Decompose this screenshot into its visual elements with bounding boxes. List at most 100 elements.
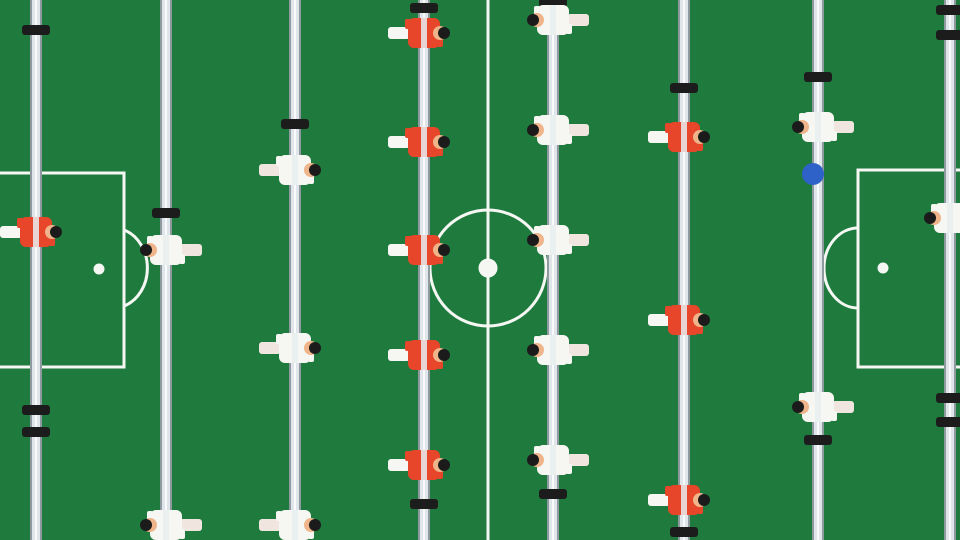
foosball-player[interactable] — [792, 392, 854, 422]
foosball-player[interactable] — [648, 305, 710, 335]
player-arm — [566, 244, 572, 254]
player-legs — [388, 459, 410, 471]
rod-through-player — [550, 445, 556, 475]
rod-highlight — [683, 0, 685, 540]
player-legs — [567, 14, 589, 26]
rod-bumper — [936, 417, 960, 427]
player-legs — [567, 234, 589, 246]
player-arm — [831, 131, 837, 141]
player-hair — [792, 121, 804, 133]
foosball-player[interactable] — [259, 155, 321, 185]
foosball-rod[interactable] — [527, 0, 589, 540]
foosball-player[interactable] — [388, 450, 450, 480]
player-legs — [388, 244, 410, 256]
rod-bumper — [152, 208, 180, 218]
player-hair — [140, 519, 152, 531]
foosball-rod[interactable] — [388, 0, 450, 540]
player-hair — [438, 136, 450, 148]
player-arm — [179, 529, 185, 539]
player-hair — [527, 234, 539, 246]
player-hair — [527, 344, 539, 356]
player-hair — [309, 342, 321, 354]
rod-through-player — [815, 112, 821, 142]
player-arm — [665, 123, 671, 133]
foosball-rod[interactable] — [259, 0, 321, 540]
rod-through-player — [292, 333, 298, 363]
ball[interactable] — [802, 163, 824, 185]
foosball-player[interactable] — [388, 235, 450, 265]
foosball-player[interactable] — [792, 112, 854, 142]
rod-highlight — [552, 0, 554, 540]
player-arm — [405, 236, 411, 246]
player-arm — [276, 156, 282, 166]
foosball-player[interactable] — [0, 217, 62, 247]
rod-bumper — [670, 83, 698, 93]
foosball-player[interactable] — [140, 235, 202, 265]
player-hair — [527, 454, 539, 466]
foosball-rod[interactable] — [0, 0, 62, 540]
foosball-player[interactable] — [648, 122, 710, 152]
foosball-player[interactable] — [527, 225, 589, 255]
rod-through-player — [815, 392, 821, 422]
rod-bumper — [670, 527, 698, 537]
foosball-player[interactable] — [140, 510, 202, 540]
foosball-player[interactable] — [259, 333, 321, 363]
player-arm — [566, 134, 572, 144]
rod-through-player — [33, 217, 39, 247]
foosball-rod[interactable] — [140, 0, 202, 540]
player-hair — [438, 349, 450, 361]
foosball-rod[interactable] — [924, 0, 960, 540]
foosball-player[interactable] — [924, 203, 960, 233]
rod-through-player — [421, 127, 427, 157]
player-legs — [259, 342, 281, 354]
rod-through-player — [550, 115, 556, 145]
foosball-player[interactable] — [527, 115, 589, 145]
rod-through-player — [163, 235, 169, 265]
foosball-rod[interactable] — [648, 0, 710, 540]
player-hair — [309, 519, 321, 531]
player-legs — [388, 27, 410, 39]
player-arm — [276, 334, 282, 344]
player-hair — [527, 14, 539, 26]
rod-bumper — [410, 3, 438, 13]
foosball-player[interactable] — [527, 5, 589, 35]
player-legs — [0, 226, 22, 238]
player-hair — [438, 459, 450, 471]
foosball-player[interactable] — [527, 445, 589, 475]
rod-bumper — [936, 5, 960, 15]
player-legs — [259, 164, 281, 176]
player-legs — [832, 401, 854, 413]
player-legs — [648, 494, 670, 506]
player-arm — [566, 24, 572, 34]
rod-through-player — [550, 5, 556, 35]
rod-bumper — [936, 30, 960, 40]
player-hair — [698, 314, 710, 326]
player-legs — [180, 244, 202, 256]
foosball-player[interactable] — [388, 127, 450, 157]
rod-through-player — [421, 235, 427, 265]
rod-highlight — [294, 0, 296, 540]
player-legs — [832, 121, 854, 133]
foosball-player[interactable] — [527, 335, 589, 365]
foosball-player[interactable] — [388, 340, 450, 370]
player-arm — [405, 341, 411, 351]
center-spot — [478, 258, 498, 278]
foosball-player[interactable] — [388, 18, 450, 48]
left-penalty-arc — [123, 228, 149, 308]
right-penalty-box — [856, 168, 960, 369]
foosball-player[interactable] — [259, 510, 321, 540]
rod-through-player — [421, 18, 427, 48]
player-hair — [527, 124, 539, 136]
player-hair — [140, 244, 152, 256]
player-arm — [405, 128, 411, 138]
rod-highlight — [949, 0, 951, 540]
player-legs — [567, 124, 589, 136]
player-arm — [566, 354, 572, 364]
player-legs — [388, 349, 410, 361]
foosball-player[interactable] — [648, 485, 710, 515]
foosball-rod[interactable] — [792, 0, 854, 540]
rod-bumper — [22, 25, 50, 35]
